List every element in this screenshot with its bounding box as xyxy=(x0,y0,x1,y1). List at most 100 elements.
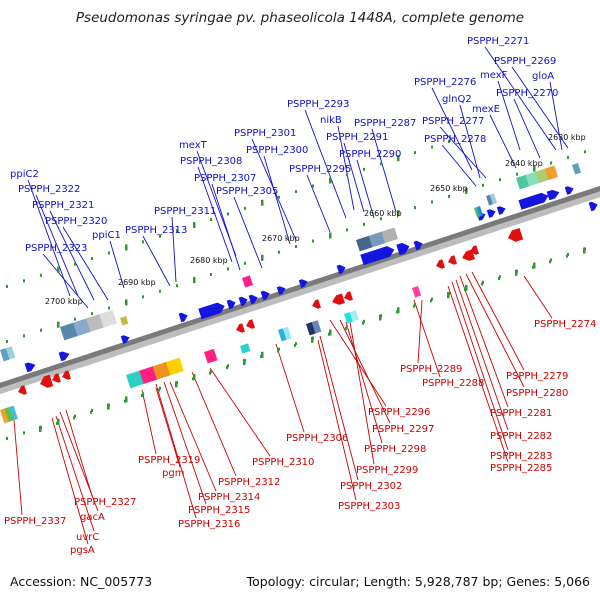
leader-line xyxy=(59,411,99,512)
gene-label-forward: mexF xyxy=(480,70,508,81)
tick-dot xyxy=(159,234,161,238)
feature-box xyxy=(278,326,292,342)
leader-line xyxy=(211,183,241,271)
tick-dot xyxy=(278,250,280,254)
gene-label-reverse: PSPPH_2337 xyxy=(4,516,66,527)
scale-label: 2690 kbp xyxy=(118,278,156,287)
tick-dot xyxy=(74,317,76,321)
feature-box xyxy=(486,193,497,206)
gene-label-forward: PSPPH_2287 xyxy=(354,118,416,129)
feature-box xyxy=(356,227,399,252)
gene-label-reverse: PSPPH_2315 xyxy=(188,505,250,516)
scale-label: 2650 kbp xyxy=(430,184,468,193)
tick-dot xyxy=(193,277,196,284)
tick-dot xyxy=(90,410,92,414)
tick-dot xyxy=(57,266,60,273)
tick-dot xyxy=(6,339,8,343)
gene-label-reverse: PSPPH_2274 xyxy=(534,319,596,330)
gene-labels: PSPPH_2271 PSPPH_2269 mexF gloA PSPPH_2276 PS… xyxy=(4,36,596,556)
leader-line xyxy=(511,66,569,149)
leader-line xyxy=(471,271,525,371)
leader-line xyxy=(489,114,517,169)
gene-arrow xyxy=(238,296,248,307)
tick-dot xyxy=(345,327,347,331)
tick-dot xyxy=(125,299,128,306)
gene-label-forward: PSPPH_2313 xyxy=(125,225,187,236)
leader-line xyxy=(459,275,509,408)
tick-dot xyxy=(108,306,110,310)
tick-dot xyxy=(261,254,264,261)
tick-dot xyxy=(210,273,212,277)
gene-arrow xyxy=(546,189,560,201)
gene-label-reverse: PSPPH_2316 xyxy=(178,519,240,530)
gene-arrow xyxy=(396,242,410,256)
tick-dot xyxy=(448,139,450,143)
gene-label-forward: PSPPH_2305 xyxy=(216,186,278,197)
leader-line xyxy=(263,155,291,245)
gene-label-forward: PSPPH_2295 xyxy=(289,164,351,175)
tick-dot xyxy=(567,252,569,256)
gene-label-reverse: PSPPH_2319 xyxy=(138,455,200,466)
scale-label: 2670 kbp xyxy=(262,234,300,243)
gene-label-forward: PSPPH_2323 xyxy=(25,243,87,254)
gene-arrow xyxy=(260,290,270,301)
tick-dot xyxy=(23,431,25,435)
leader-line xyxy=(65,409,93,497)
gene-label-forward: mexT xyxy=(179,140,208,151)
tick-dot xyxy=(482,280,484,284)
leader-line xyxy=(337,125,355,211)
tick-dot xyxy=(516,269,518,273)
gene-arrow xyxy=(360,246,395,266)
tick-dot xyxy=(312,336,314,340)
gene-arrow xyxy=(448,255,457,265)
tick-dot xyxy=(431,200,433,204)
tick-dot xyxy=(193,222,196,229)
gene-label-reverse: PSPPH_2327 xyxy=(74,497,136,508)
gene-arrow xyxy=(336,264,346,275)
gene-label-reverse: PSPPH_2288 xyxy=(422,378,484,389)
gene-label-reverse: uvrC xyxy=(76,532,99,543)
gene-label-forward: mexE xyxy=(472,104,500,115)
scale-label: 2660 kbp xyxy=(364,209,402,218)
tick-dot xyxy=(379,314,382,321)
tick-dot xyxy=(294,343,296,347)
feature-box xyxy=(572,163,582,175)
tick-dot xyxy=(499,178,501,182)
feature-box xyxy=(240,343,251,354)
gene-label-reverse: PSPPH_2298 xyxy=(364,444,426,455)
feature-box xyxy=(344,310,359,324)
gene-label-reverse: PSPPH_2312 xyxy=(218,477,280,488)
tick-dot xyxy=(159,386,161,390)
gene-label-forward: PSPPH_2290 xyxy=(339,149,401,160)
gene-label-forward: PSPPH_2276 xyxy=(414,77,476,88)
leader-line xyxy=(304,109,347,219)
tick-dot xyxy=(566,254,568,258)
tick-dot xyxy=(6,436,8,440)
tick-dot xyxy=(498,276,500,280)
tick-dot xyxy=(295,245,297,249)
tick-dot xyxy=(91,312,93,316)
leader-line xyxy=(447,285,509,463)
tick-dot xyxy=(414,206,416,210)
tick-dot xyxy=(125,396,128,403)
feature-box xyxy=(60,309,117,341)
leader-line xyxy=(109,240,125,289)
gene-label-reverse: PSPPH_2281 xyxy=(490,408,552,419)
tick-dot xyxy=(380,217,382,221)
tick-dot xyxy=(210,370,212,374)
tick-dot xyxy=(91,257,93,261)
tick-dot xyxy=(40,425,42,429)
gene-arrow xyxy=(248,294,258,305)
gene-label-reverse: pgsA xyxy=(70,545,95,556)
gene-arrow xyxy=(246,319,255,329)
tick-dot xyxy=(533,165,536,172)
gene-label-reverse: PSPPH_2296 xyxy=(368,407,430,418)
leader-line xyxy=(51,417,89,545)
gene-label-forward: PSPPH_2278 xyxy=(424,134,486,145)
gene-arrow xyxy=(496,206,506,215)
leader-line xyxy=(465,273,525,388)
gene-arrow xyxy=(236,323,245,333)
gene-glyphs xyxy=(0,163,598,424)
tick-dot xyxy=(261,199,264,206)
feature-box xyxy=(0,405,18,424)
